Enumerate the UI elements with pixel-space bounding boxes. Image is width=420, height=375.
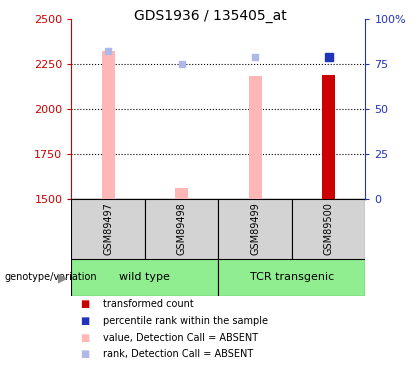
Text: wild type: wild type bbox=[119, 273, 171, 282]
Bar bbox=[145, 199, 218, 259]
Text: percentile rank within the sample: percentile rank within the sample bbox=[103, 316, 268, 326]
Bar bbox=[218, 259, 365, 296]
Text: ■: ■ bbox=[80, 299, 89, 309]
Text: GSM89497: GSM89497 bbox=[103, 202, 113, 255]
Bar bbox=[71, 199, 145, 259]
Text: ▶: ▶ bbox=[58, 271, 68, 284]
Text: ■: ■ bbox=[80, 350, 89, 359]
Bar bbox=[218, 199, 292, 259]
Bar bbox=[292, 199, 365, 259]
Text: genotype/variation: genotype/variation bbox=[4, 273, 97, 282]
Bar bbox=[322, 75, 335, 199]
Text: rank, Detection Call = ABSENT: rank, Detection Call = ABSENT bbox=[103, 350, 253, 359]
Text: GDS1936 / 135405_at: GDS1936 / 135405_at bbox=[134, 9, 286, 23]
Bar bbox=[71, 259, 218, 296]
Text: transformed count: transformed count bbox=[103, 299, 194, 309]
Bar bbox=[249, 76, 262, 199]
Text: GSM89499: GSM89499 bbox=[250, 202, 260, 255]
Text: TCR transgenic: TCR transgenic bbox=[250, 273, 334, 282]
Bar bbox=[175, 188, 188, 199]
Text: value, Detection Call = ABSENT: value, Detection Call = ABSENT bbox=[103, 333, 258, 342]
Text: ■: ■ bbox=[80, 316, 89, 326]
Bar bbox=[102, 51, 115, 199]
Text: ■: ■ bbox=[80, 333, 89, 342]
Text: GSM89500: GSM89500 bbox=[324, 202, 333, 255]
Text: GSM89498: GSM89498 bbox=[177, 202, 186, 255]
